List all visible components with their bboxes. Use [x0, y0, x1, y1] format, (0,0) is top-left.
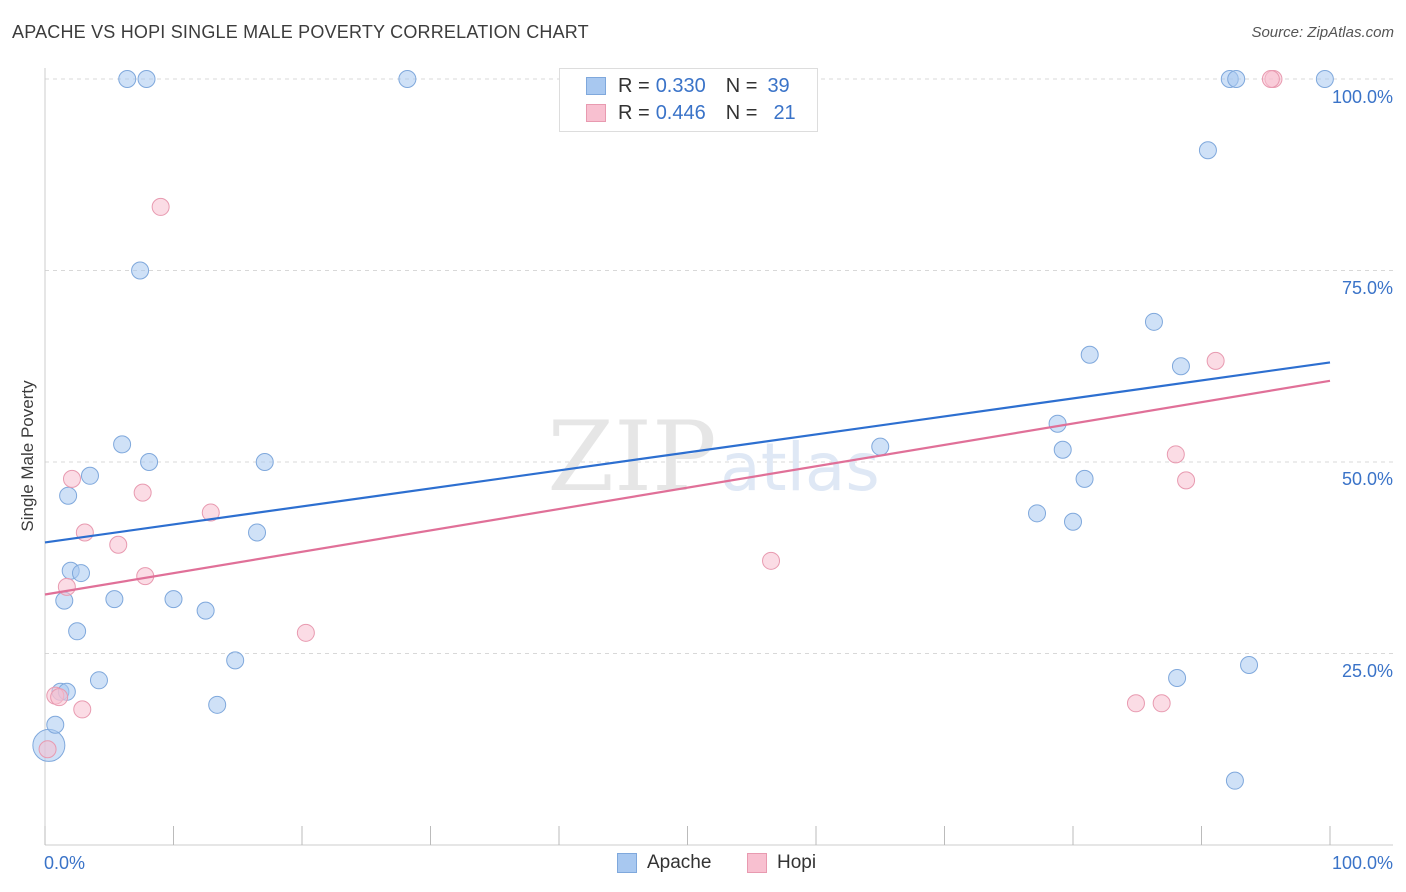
legend-n-value: 39: [767, 74, 790, 97]
legend-r-value: 0.446: [655, 101, 706, 124]
chart-title: APACHE VS HOPI SINGLE MALE POVERTY CORRE…: [12, 22, 589, 42]
apache-point: [68, 622, 87, 641]
legend-r-label: R =: [618, 101, 650, 124]
apache-point: [196, 601, 215, 620]
apache-point: [1227, 70, 1246, 88]
apache-point: [46, 715, 65, 734]
hopi-point: [1177, 471, 1196, 490]
correlation-legend: R = 0.330 N = 39 R = 0.446 N = 21: [559, 68, 818, 132]
hopi-point: [109, 535, 128, 554]
apache-point: [137, 70, 156, 88]
apache-point: [164, 590, 183, 609]
hopi-point: [151, 197, 170, 216]
legend-r-label: R =: [618, 74, 650, 97]
apache-point: [226, 651, 245, 670]
legend-swatch-apache: [586, 77, 606, 95]
apache-point: [80, 466, 99, 485]
bottom-legend-swatch-hopi: [747, 853, 767, 873]
legend-n-value: 21: [773, 101, 796, 124]
hopi-trend-line: [44, 379, 1331, 596]
apache-point: [1075, 469, 1094, 488]
apache-point: [59, 486, 78, 505]
apache-point: [1225, 771, 1244, 790]
watermark-zip: ZIP: [547, 401, 716, 513]
apache-point: [1168, 669, 1187, 688]
hopi-point: [1152, 694, 1171, 713]
hopi-point: [762, 551, 781, 570]
legend-r-value: 0.330: [655, 74, 706, 97]
apache-point: [1053, 440, 1072, 459]
bottom-legend-swatch-apache: [617, 853, 637, 873]
legend-swatch-hopi: [586, 104, 606, 122]
y-tick-label-50: 50.0%: [1341, 469, 1393, 489]
legend-n-label: N =: [725, 74, 758, 97]
hopi-point: [38, 740, 57, 759]
apache-point: [113, 435, 132, 454]
apache-point: [398, 70, 417, 88]
bottom-legend-hopi: Hopi: [747, 852, 816, 874]
hopi-point: [50, 688, 69, 707]
apache-point: [1198, 141, 1217, 160]
hopi-point: [1206, 351, 1225, 370]
bottom-legend-label-hopi: Hopi: [777, 852, 817, 873]
y-tick-label-25: 25.0%: [1341, 661, 1393, 681]
hopi-point: [296, 623, 315, 642]
apache-point: [255, 453, 274, 471]
watermark-atlas: atlas: [720, 429, 880, 506]
bottom-legend-label-apache: Apache: [647, 852, 712, 873]
apache-point: [1028, 504, 1047, 523]
apache-point: [71, 564, 90, 583]
apache-point: [118, 70, 137, 88]
apache-point: [105, 590, 124, 609]
apache-point: [871, 437, 890, 456]
apache-point: [208, 695, 227, 714]
hopi-point: [1166, 445, 1185, 464]
legend-row-apache: R = 0.330 N = 39: [586, 73, 790, 99]
apache-point: [1064, 512, 1082, 531]
bottom-legend-apache: Apache: [617, 852, 711, 874]
y-tick-label-100: 100.0%: [1331, 87, 1393, 107]
y-tick-label-75: 75.0%: [1341, 278, 1393, 298]
x-tick-label-min: 0.0%: [44, 853, 86, 873]
hopi-point: [73, 700, 92, 719]
hopi-point: [133, 483, 152, 502]
apache-point: [140, 453, 159, 471]
legend-n-label: N =: [725, 101, 758, 124]
source-label: Source: ZipAtlas.com: [1251, 24, 1394, 41]
apache-point: [1315, 70, 1334, 88]
apache-trend-line: [44, 361, 1331, 544]
apache-point: [248, 523, 267, 542]
apache-point: [1240, 655, 1259, 674]
apache-point: [1080, 345, 1099, 364]
apache-point: [1144, 312, 1163, 331]
hopi-point: [1261, 70, 1280, 88]
apache-point: [89, 671, 108, 690]
apache-point: [1048, 414, 1067, 433]
hopi-point: [62, 469, 81, 488]
apache-point: [131, 261, 150, 280]
x-tick-label-max: 100.0%: [1331, 853, 1393, 873]
apache-point: [1171, 357, 1190, 376]
hopi-point: [1126, 694, 1145, 713]
hopi-point: [201, 503, 220, 522]
legend-row-hopi: R = 0.446 N = 21: [586, 100, 796, 126]
